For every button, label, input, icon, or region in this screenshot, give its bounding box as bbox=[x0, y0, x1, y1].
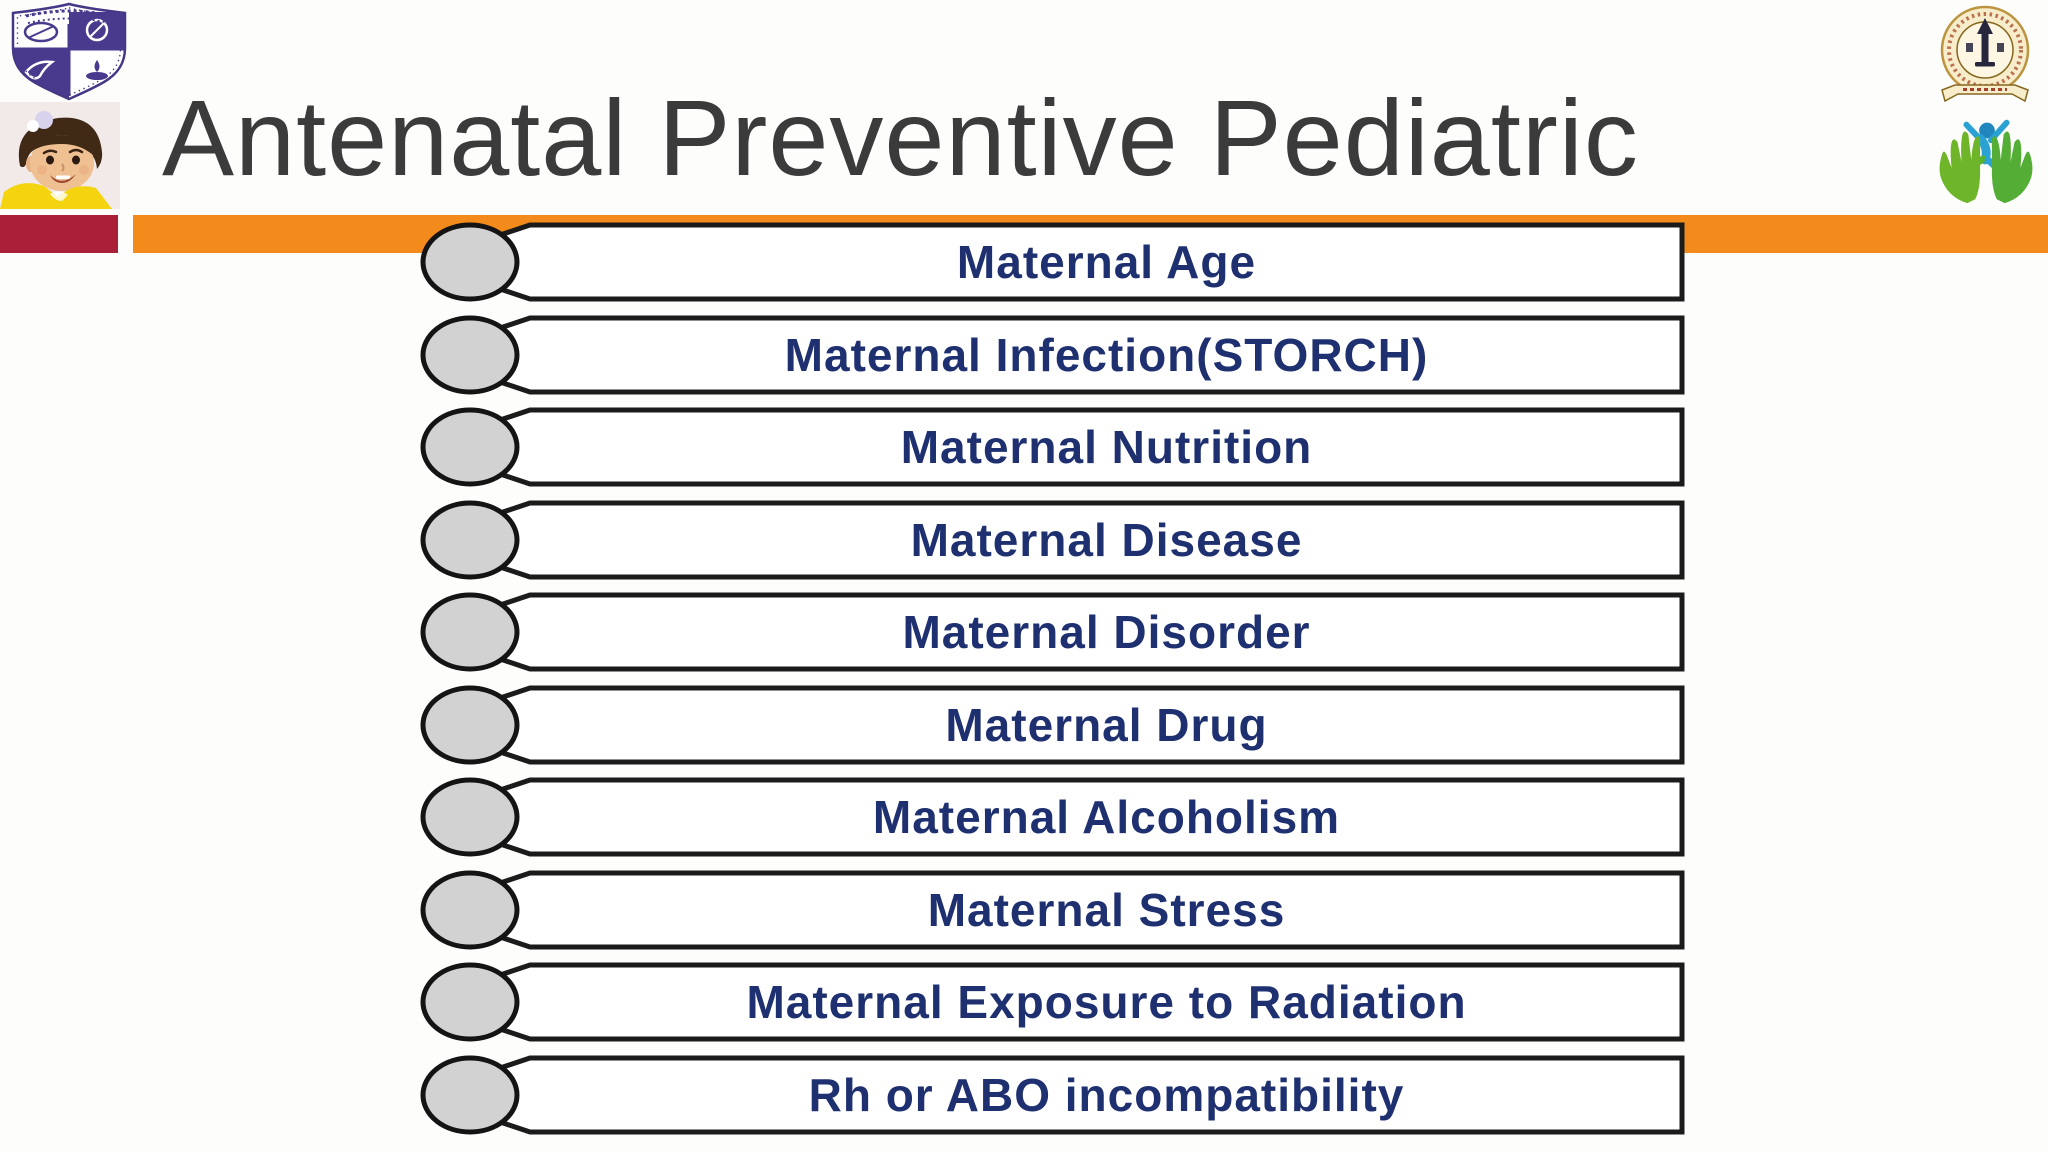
bullet-circle-icon bbox=[420, 592, 520, 672]
list-item: Maternal Disease bbox=[420, 497, 1690, 583]
page-title: Antenatal Preventive Pediatric bbox=[162, 77, 1639, 198]
bullet-circle-icon bbox=[420, 407, 520, 487]
baby-photo bbox=[0, 102, 120, 209]
list-item-label: Rh or ABO incompatibility bbox=[808, 1069, 1405, 1121]
list-item-label: Maternal Stress bbox=[927, 884, 1286, 936]
list-item-label: Maternal Nutrition bbox=[900, 421, 1313, 473]
list-item: Maternal Drug bbox=[420, 682, 1690, 768]
list-item: Maternal Exposure to Radiation bbox=[420, 959, 1690, 1045]
college-shield-logo-icon bbox=[4, 2, 134, 102]
list-item-label: Maternal Drug bbox=[945, 699, 1268, 751]
bullet-circle-icon bbox=[420, 777, 520, 857]
list-item-label: Maternal Exposure to Radiation bbox=[746, 976, 1467, 1028]
list-item: Maternal Stress bbox=[420, 867, 1690, 953]
list-item: Maternal Disorder bbox=[420, 589, 1690, 675]
list-item-label: Maternal Age bbox=[956, 236, 1257, 288]
list-item: Maternal Nutrition bbox=[420, 404, 1690, 490]
list-item-label: Maternal Infection(STORCH) bbox=[784, 329, 1429, 381]
bullet-circle-icon bbox=[420, 222, 520, 302]
list-item: Maternal Age bbox=[420, 219, 1690, 305]
list-item-label: Maternal Disease bbox=[910, 514, 1303, 566]
list-item: Rh or ABO incompatibility bbox=[420, 1052, 1690, 1138]
list-item-label: Maternal Disorder bbox=[902, 606, 1311, 658]
list-item: Maternal Alcoholism bbox=[420, 774, 1690, 860]
bullet-circle-icon bbox=[420, 685, 520, 765]
bullet-circle-icon bbox=[420, 1055, 520, 1135]
bullet-circle-icon bbox=[420, 870, 520, 950]
medical-society-emblem-icon bbox=[1930, 4, 2040, 108]
bullet-circle-icon bbox=[420, 962, 520, 1042]
list-item-label: Maternal Alcoholism bbox=[872, 791, 1341, 843]
bullet-circle-icon bbox=[420, 500, 520, 580]
maroon-accent-bar bbox=[0, 215, 118, 253]
list-item: Maternal Infection(STORCH) bbox=[420, 312, 1690, 398]
caring-hands-logo-icon bbox=[1932, 110, 2040, 206]
bullet-circle-icon bbox=[420, 315, 520, 395]
